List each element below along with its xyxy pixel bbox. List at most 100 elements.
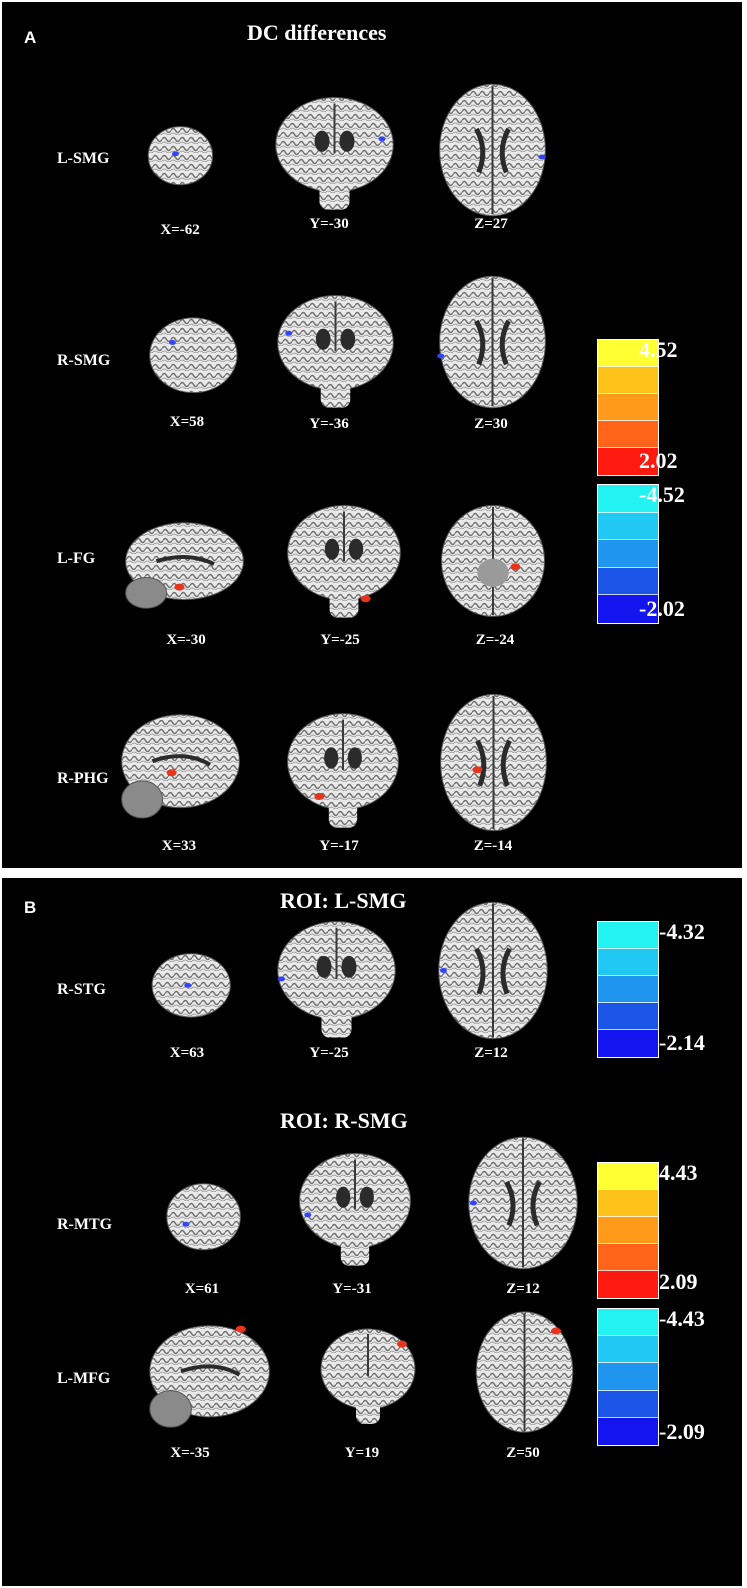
colorbar-min-label: -2.02 [639, 596, 685, 621]
coordinate-label: Y=-31 [332, 1281, 372, 1297]
activation-cluster [397, 1340, 407, 1348]
coordinate-label: Z=-24 [475, 632, 515, 648]
colorbar-segment [598, 448, 658, 475]
panel-letter: B [24, 898, 37, 917]
coordinate-label: X=-62 [160, 222, 200, 238]
colorbar-max-label: -4.52 [639, 482, 685, 507]
row-label: L-MFG [57, 1370, 111, 1387]
colorbar-segment [598, 1363, 658, 1391]
colorbar-min-label: 2.02 [639, 448, 678, 473]
coordinate-label: X=63 [169, 1045, 205, 1061]
panel-title: ROI: R-SMG [280, 1108, 408, 1133]
activation-cluster [314, 792, 325, 800]
colorbar-segment [598, 1003, 658, 1030]
activation-cluster [174, 583, 185, 591]
row-label: R-STG [57, 981, 106, 998]
brain-slice-shape [468, 1136, 578, 1270]
axial-slice [437, 502, 549, 620]
colorbar-negative [597, 484, 659, 624]
coordinate-label: X=-30 [166, 632, 206, 648]
brain-slice-shape [320, 1328, 416, 1424]
colorbar-segment [598, 1309, 658, 1337]
colorbar-segment [598, 340, 658, 367]
coordinate-label: Y=-25 [320, 632, 360, 648]
brain-slice-shape [277, 295, 394, 408]
brain-slice-shape [438, 901, 548, 1040]
axial-slice [472, 1308, 577, 1436]
activation-cluster [378, 136, 386, 142]
activation-cluster [439, 968, 447, 973]
colorbar-segment [598, 1271, 658, 1298]
sagittal-slice [144, 126, 214, 192]
coordinate-label: X=58 [169, 414, 205, 430]
coordinate-label: Z=12 [506, 1281, 540, 1297]
activation-cluster [304, 1212, 312, 1218]
coronal-slice [274, 292, 397, 410]
colorbar-segment [598, 1336, 658, 1364]
brain-slice-shape [149, 1325, 270, 1428]
colorbar-max-label: -4.32 [659, 919, 705, 944]
colorbar-positive [597, 1162, 659, 1299]
brain-slice-shape [287, 505, 401, 618]
activation-cluster [278, 976, 285, 982]
brain-slice-shape [440, 505, 546, 617]
panel-b: B ROI: L-SMG R-STG X=63 Y=-25 Z=12 -4.32… [2, 878, 742, 1586]
brain-slice-shape [147, 126, 214, 186]
brain-slice-shape [149, 317, 238, 394]
sagittal-slice [114, 709, 242, 825]
sagittal-slice [147, 953, 232, 1025]
panel-title: ROI: L-SMG [280, 888, 407, 913]
activation-cluster [469, 1200, 477, 1206]
coronal-slice [318, 1326, 418, 1426]
colorbar-segment [598, 512, 658, 541]
colorbar-segment [598, 949, 658, 976]
colorbar-segment [598, 1030, 658, 1057]
colorbar-segment [598, 1390, 658, 1418]
activation-cluster [169, 340, 176, 345]
colorbar-segment [598, 1190, 658, 1217]
coronal-slice [284, 502, 404, 620]
colorbar-min-label: -2.14 [659, 1030, 705, 1055]
sagittal-slice [162, 1183, 242, 1258]
coordinate-label: Z=-14 [473, 838, 513, 854]
row-label: R-SMG [57, 352, 111, 369]
axial-slice [464, 1133, 582, 1273]
coronal-slice [296, 1150, 414, 1268]
activation-cluster [285, 330, 293, 336]
activation-cluster [437, 353, 445, 359]
brain-slice-shape [275, 97, 394, 210]
colorbar-max-label: 4.43 [659, 1160, 698, 1185]
coordinate-label: X=-35 [170, 1445, 210, 1461]
colorbar-segment [598, 485, 658, 513]
coordinate-label: Y=-36 [309, 416, 349, 432]
colorbar-segment [598, 595, 658, 623]
row-label: R-MTG [57, 1216, 113, 1233]
coordinate-label: X=61 [184, 1281, 220, 1297]
brain-slice-shape [440, 693, 547, 832]
colorbar-positive [597, 339, 659, 476]
coordinate-label: Z=27 [474, 216, 508, 232]
colorbar-min-label: 2.09 [659, 1269, 698, 1294]
coordinate-label: Z=50 [506, 1445, 540, 1461]
panel-title: DC differences [247, 20, 387, 45]
coordinate-label: Z=12 [474, 1045, 508, 1061]
row-label: L-SMG [57, 150, 110, 167]
colorbar-segment [598, 421, 658, 448]
colorbar-segment [598, 1217, 658, 1244]
sagittal-slice [118, 518, 246, 614]
colorbar-min-label: -2.09 [659, 1419, 705, 1444]
coordinate-label: Y=19 [344, 1445, 380, 1461]
coronal-slice [272, 94, 397, 212]
colorbar-segment [598, 1244, 658, 1271]
colorbar-segment [598, 394, 658, 421]
panel-letter: A [24, 28, 37, 47]
brain-slice-shape [277, 921, 396, 1038]
colorbar-segment [598, 922, 658, 949]
brain-slice-shape [439, 83, 546, 217]
activation-cluster [235, 1325, 246, 1333]
brain-slice-shape [121, 714, 240, 819]
coronal-slice [284, 710, 402, 830]
coordinate-label: Z=30 [474, 416, 508, 432]
brain-slice-shape [166, 1183, 241, 1251]
activation-cluster [360, 595, 371, 603]
